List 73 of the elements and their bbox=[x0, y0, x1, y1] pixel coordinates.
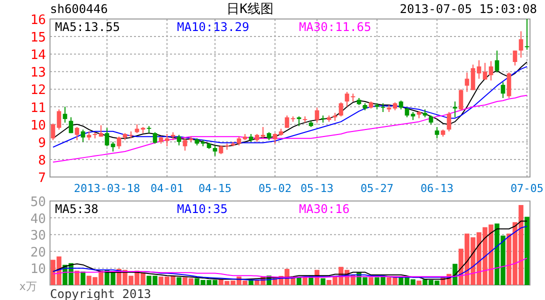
chart-title: 日K线图 bbox=[226, 2, 274, 17]
y-tick-label: 10 bbox=[30, 262, 46, 278]
y-tick-label: 9 bbox=[38, 136, 46, 151]
candlestick bbox=[446, 112, 452, 132]
text: MA5:13.55 bbox=[55, 20, 120, 34]
bar bbox=[248, 280, 254, 285]
y-tick-label: 10 bbox=[30, 118, 46, 134]
candlestick bbox=[152, 132, 158, 144]
y-tick-label: 13 bbox=[30, 66, 46, 81]
y-tick-label: 40 bbox=[30, 212, 46, 227]
x-tick-label: 2013-03-18 bbox=[74, 182, 140, 195]
text: MA5:38 bbox=[55, 202, 98, 216]
candlestick bbox=[212, 144, 218, 156]
candlestick bbox=[272, 132, 278, 144]
candlestick bbox=[74, 126, 80, 141]
x-tick-label: 06-13 bbox=[420, 182, 454, 195]
candlestick bbox=[506, 72, 512, 98]
x-tick-label: 05-27 bbox=[360, 182, 394, 195]
y-tick-label: 20 bbox=[30, 245, 46, 260]
bar bbox=[524, 216, 530, 285]
y-axis-title: x万 bbox=[19, 280, 37, 293]
text: MA30:11.65 bbox=[299, 20, 372, 34]
x-tick-label: 04-01 bbox=[150, 182, 184, 195]
candlestick bbox=[494, 50, 500, 74]
candlestick bbox=[176, 134, 182, 146]
candlestick bbox=[524, 18, 530, 50]
x-tick-label: 07-05 bbox=[510, 182, 544, 195]
candlestick bbox=[404, 107, 410, 118]
y-tick-label: 50 bbox=[30, 195, 46, 210]
candlestick bbox=[116, 136, 122, 150]
line-series bbox=[52, 94, 528, 163]
candlestick bbox=[434, 126, 440, 139]
bar bbox=[176, 277, 182, 285]
bar bbox=[416, 280, 422, 285]
bar bbox=[80, 272, 86, 285]
y-tick-label: 7 bbox=[38, 171, 46, 186]
candlestick bbox=[338, 102, 344, 117]
y-tick-label: 8 bbox=[38, 153, 46, 168]
candlestick bbox=[68, 116, 74, 134]
bar bbox=[368, 277, 374, 285]
line-series bbox=[52, 258, 528, 278]
x-tick-label: 04-15 bbox=[198, 182, 232, 195]
y-tick-label: 12 bbox=[30, 83, 46, 98]
bar bbox=[320, 278, 326, 285]
candlestick bbox=[464, 72, 470, 92]
candlestick bbox=[344, 91, 350, 108]
candlestick bbox=[470, 64, 476, 91]
candlestick bbox=[182, 138, 188, 152]
candlestick bbox=[476, 60, 482, 80]
candlestick bbox=[482, 62, 488, 80]
candlestick bbox=[512, 50, 518, 66]
candlestick bbox=[518, 30, 524, 58]
candlestick bbox=[110, 141, 116, 152]
y-tick-label: 14 bbox=[30, 48, 46, 64]
text: MA30:16 bbox=[299, 202, 350, 216]
text: MA10:35 bbox=[177, 202, 228, 216]
text: sh600446 bbox=[50, 2, 108, 16]
candlestick bbox=[284, 115, 290, 128]
text: MA10:13.29 bbox=[177, 20, 250, 34]
x-tick-label: 05-13 bbox=[300, 182, 334, 195]
chart-subtitle: 2013-07-05 15:03:08 bbox=[400, 2, 537, 16]
candlestick bbox=[50, 122, 56, 141]
candlestick bbox=[458, 88, 464, 111]
y-tick-label: 30 bbox=[30, 228, 46, 244]
candlestick bbox=[314, 107, 320, 124]
candlestick bbox=[80, 129, 86, 142]
y-tick-label: 16 bbox=[30, 13, 46, 28]
x-tick-label: 05-02 bbox=[258, 182, 292, 195]
y-tick-label: 11 bbox=[30, 100, 46, 116]
candlestick bbox=[104, 127, 110, 147]
candlestick bbox=[56, 108, 62, 130]
y-tick-label: 15 bbox=[30, 30, 46, 46]
bar bbox=[74, 270, 80, 285]
